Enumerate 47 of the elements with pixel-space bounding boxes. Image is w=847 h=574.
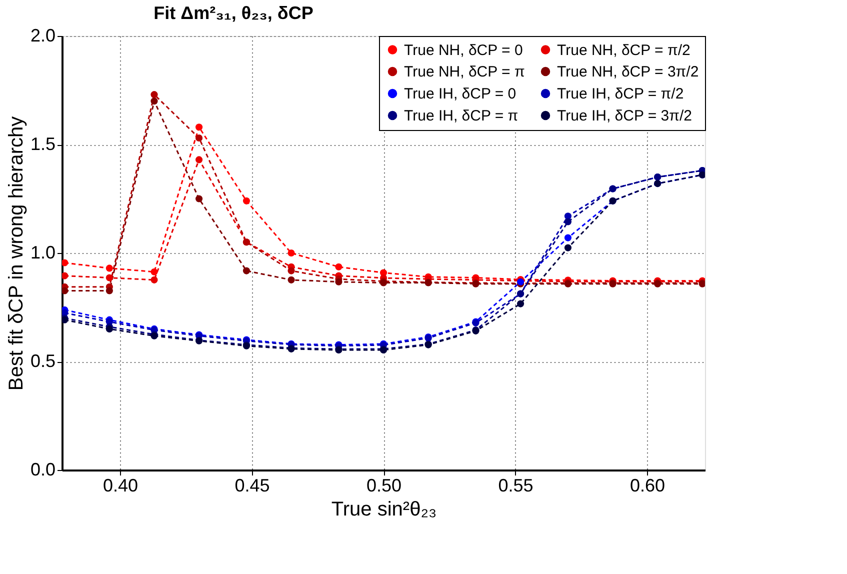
- x-tick-label: 0.50: [366, 476, 402, 496]
- point: [335, 263, 342, 270]
- point: [150, 91, 158, 98]
- legend-label: True IH, δCP = π/2: [557, 86, 684, 102]
- x-tick-label: 0.60: [630, 476, 666, 496]
- point: [106, 264, 113, 272]
- point: [150, 98, 158, 105]
- point: [106, 287, 113, 294]
- legend-label: True NH, δCP = 0: [404, 42, 523, 59]
- point: [62, 287, 68, 294]
- x-tick-label: 0.40: [102, 476, 138, 496]
- legend-label: True IH, δCP = 0: [404, 86, 516, 102]
- y-axis-title: Best fit δCP in wrong hierarchy: [5, 116, 28, 391]
- point: [150, 276, 158, 284]
- point: [62, 259, 68, 266]
- point: [564, 212, 572, 220]
- point: [242, 197, 250, 204]
- point: [288, 249, 295, 257]
- point: [195, 124, 203, 131]
- point: [516, 300, 524, 308]
- y-tick-label: 1.5: [30, 134, 56, 154]
- point: [564, 218, 572, 226]
- x-tick-label: 0.55: [498, 476, 534, 496]
- x-axis-title: True sin²θ₂₃: [331, 498, 437, 520]
- point: [195, 156, 203, 164]
- point: [195, 134, 203, 142]
- point: [564, 244, 572, 252]
- y-tick-label: 1.0: [30, 242, 56, 262]
- legend-label: True IH, δCP = π: [404, 108, 518, 124]
- point: [288, 267, 295, 274]
- legend-label: True NH, δCP = π/2: [557, 42, 690, 59]
- point: [335, 278, 342, 286]
- point: [106, 274, 113, 282]
- point: [195, 195, 203, 202]
- chart-title: Fit Δm²₃₁, θ₂₃, δCP: [154, 3, 314, 23]
- point: [564, 234, 572, 242]
- point: [242, 267, 250, 274]
- y-tick-label: 0.5: [30, 351, 56, 371]
- legend-label: True IH, δCP = 3π/2: [557, 108, 692, 124]
- x-tick-label: 0.45: [234, 476, 270, 496]
- legend-label: True NH, δCP = π: [404, 64, 525, 80]
- legend-label: True NH, δCP = 3π/2: [557, 64, 699, 80]
- y-tick-label: 0.0: [30, 460, 56, 480]
- point: [288, 276, 295, 284]
- point: [62, 272, 68, 280]
- y-tick-label: 2.0: [30, 26, 56, 46]
- point: [150, 268, 158, 276]
